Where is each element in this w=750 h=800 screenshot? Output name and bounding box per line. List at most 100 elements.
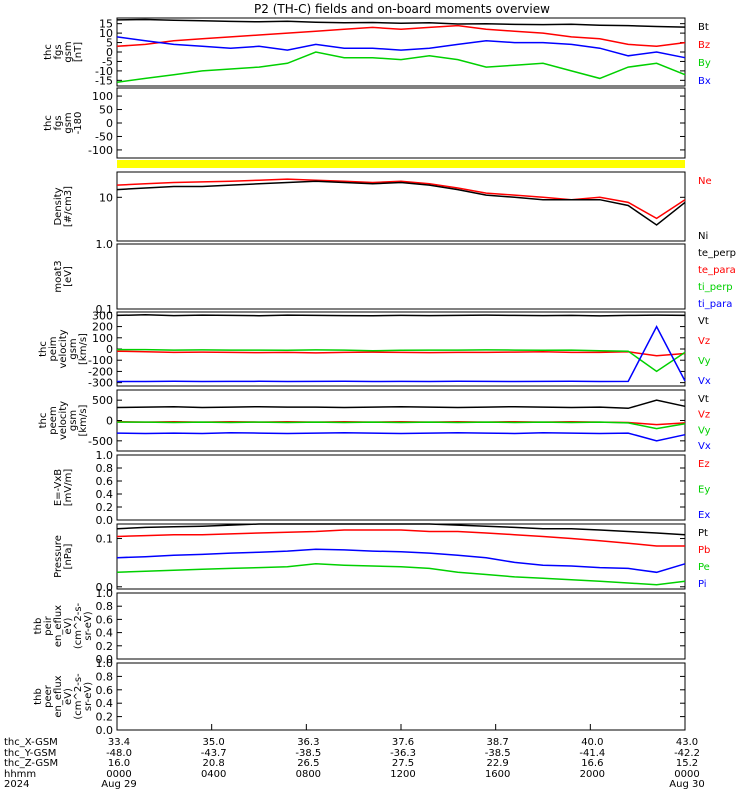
y-axis-label: (cm^2-s- [73, 673, 84, 720]
x-tick-label: 16.0 [108, 758, 130, 769]
series-line-Bz [116, 24, 686, 48]
y-tick-label: -100 [88, 144, 113, 157]
x-axis-table: thc_X-GSMthc_Y-GSMthc_Z-GSMhhmm202433.4-… [4, 724, 705, 790]
y-tick-label: 10 [99, 191, 113, 204]
series-line-Vy [117, 421, 686, 430]
legend-label-Vt: Vt [698, 316, 709, 327]
y-tick-label: 0.0 [96, 724, 114, 737]
y-tick-label: -5 [102, 55, 113, 68]
legend-label-ti_para: ti_para [698, 299, 732, 310]
y-tick-label: 0.4 [96, 697, 114, 710]
x-row-label: thc_Z-GSM [4, 758, 58, 769]
x-row-label: thc_X-GSM [4, 737, 58, 748]
x-row-label: 2024 [4, 779, 29, 790]
y-tick-label: 0.1 [96, 303, 114, 316]
y-axis-label: gsm [63, 41, 74, 62]
x-tick-label: 0400 [201, 769, 226, 780]
y-tick-label: 1.0 [96, 657, 114, 670]
y-tick-label: -15 [95, 74, 113, 87]
x-tick-label: -41.4 [579, 748, 605, 759]
y-tick-label: 1.0 [96, 587, 114, 600]
legend-label-Vz: Vz [698, 410, 710, 421]
y-tick-label: -500 [88, 435, 113, 448]
x-tick-label: 35.0 [203, 737, 225, 748]
y-axis-label: moat3 [53, 260, 64, 292]
x-tick-label: -36.3 [390, 748, 416, 759]
y-tick-label: 0.8 [96, 600, 114, 613]
y-axis-label: Density [53, 187, 64, 225]
y-axis-label: thc [43, 44, 54, 60]
legend-label-Ni: Ni [698, 231, 708, 242]
y-axis-label: sr-eV) [83, 682, 94, 711]
y-axis-label: thb [33, 688, 44, 705]
y-axis-label: peem [48, 406, 59, 434]
y-axis-label: gsm [63, 112, 74, 133]
y-tick-label: 50 [99, 104, 113, 117]
panel-frame [116, 662, 686, 731]
x-tick-label: 0000 [106, 769, 131, 780]
series-line-Vz [116, 350, 686, 357]
y-tick-label: 100 [92, 332, 113, 345]
series-line-Bx [116, 36, 686, 59]
y-axis-label: [km/s] [78, 333, 89, 365]
legend-label-Ey: Ey [698, 485, 710, 496]
x-tick-label: -38.5 [295, 748, 321, 759]
y-tick-label: 0.0 [96, 514, 114, 527]
y-axis-label: velocity [58, 401, 69, 440]
panel-frame [116, 523, 686, 590]
y-axis-label: peer [43, 684, 54, 708]
y-tick-label: 500 [92, 394, 113, 407]
y-axis-label: [mV/m] [63, 469, 74, 507]
series-line-Ni [116, 180, 686, 226]
x-row-label: thc_Y-GSM [4, 748, 56, 759]
legend-label-Pb: Pb [698, 545, 710, 556]
x-tick-label: Aug 30 [669, 779, 704, 790]
legend-label-Vy: Vy [698, 425, 711, 436]
y-tick-label: 0 [106, 343, 113, 356]
x-tick-label: -48.0 [106, 748, 132, 759]
y-tick-label: 0.0 [96, 581, 114, 594]
y-tick-label: 0.8 [96, 462, 114, 475]
x-tick-label: 40.0 [581, 737, 603, 748]
y-axis-label: gsm [68, 410, 79, 431]
y-tick-label: 0.2 [96, 711, 114, 724]
y-axis-label: sr-eV) [83, 611, 94, 640]
band-rect [117, 160, 685, 168]
y-axis-label: thc [43, 115, 54, 131]
x-tick-label: -38.5 [485, 748, 511, 759]
y-tick-label: 0.6 [96, 475, 114, 488]
x-tick-label: 0800 [296, 769, 321, 780]
legend-label-ti_perp: ti_perp [698, 282, 733, 293]
x-tick-label: 16.6 [581, 758, 603, 769]
series-line-By [116, 51, 686, 83]
y-axis-label: gsm [68, 338, 79, 359]
y-tick-label: 5 [106, 37, 113, 50]
y-tick-label: 1.0 [96, 449, 114, 462]
y-tick-label: 200 [92, 321, 113, 334]
panel-6: 500 0 -500 thc peem velocity gsm [km/s] Vt Vz Vy Vx [38, 389, 711, 452]
panel-frame [116, 87, 686, 159]
y-tick-label: 100 [92, 90, 113, 103]
legend-label-Vy: Vy [698, 356, 711, 367]
legend-label-te_para: te_para [698, 265, 736, 276]
series-line-Vt [116, 314, 686, 317]
y-tick-label: 0.0 [96, 653, 114, 666]
panel-10: 1.00.80.60.40.20.0 thb peer en_eflux eV) (cm^… [33, 657, 686, 737]
x-tick-label: 37.6 [392, 737, 414, 748]
series-line-Bt [116, 18, 686, 28]
y-axis-label: [eV] [63, 266, 74, 287]
series-line-Pt [116, 523, 686, 536]
y-axis-label: eV) [63, 688, 74, 705]
legend-label-Vt: Vt [698, 394, 709, 405]
legend-label-Ex: Ex [698, 510, 710, 521]
x-row-label: hhmm [4, 769, 36, 780]
series-line-Vt [116, 399, 686, 410]
y-axis-label: thc [38, 413, 49, 429]
series-line-Pb [116, 529, 685, 547]
y-axis-label: en_eflux [53, 675, 64, 717]
y-tick-label: 15 [99, 18, 113, 31]
legend-label-By: By [698, 58, 711, 69]
y-axis-label: en_eflux [53, 605, 64, 647]
